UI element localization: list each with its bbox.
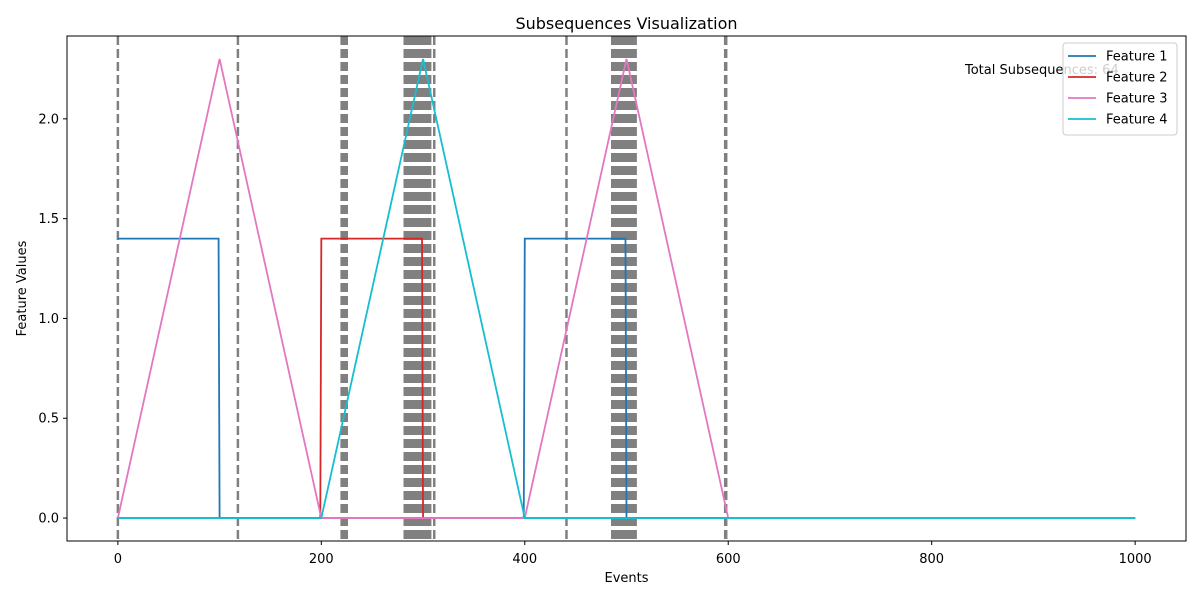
x-tick-label: 200: [309, 552, 334, 567]
x-tick-label: 600: [716, 552, 741, 567]
x-axis: 0 200 400 600 800 1000: [114, 541, 1152, 567]
series-line: [117, 58, 1136, 519]
x-tick-label: 400: [512, 552, 537, 567]
y-axis-label: Feature Values: [15, 240, 30, 336]
x-axis-label: Events: [604, 571, 648, 586]
x-tick-label: 1000: [1119, 552, 1152, 567]
legend-label: Feature 2: [1106, 71, 1168, 86]
legend-label: Feature 4: [1106, 113, 1168, 128]
y-tick-label: 1.0: [38, 312, 59, 327]
legend-label: Feature 3: [1106, 92, 1168, 107]
x-tick-label: 800: [919, 552, 944, 567]
legend-box: [1062, 42, 1178, 136]
plot-frame: [66, 35, 1187, 542]
chart-title: Subsequences Visualization: [515, 14, 737, 33]
y-tick-label: 0.0: [38, 512, 59, 527]
series-line: [117, 237, 1136, 519]
y-tick-label: 1.5: [38, 212, 59, 227]
series-lines: [116, 58, 1136, 519]
y-axis: 0.0 0.5 1.0 1.5 2.0: [38, 112, 67, 527]
legend-label: Feature 1: [1106, 50, 1168, 65]
y-tick-label: 2.0: [38, 112, 59, 127]
x-tick-label: 0: [114, 552, 122, 567]
subsequence-boundaries: [116, 36, 728, 541]
legend: Feature 1 Feature 2 Feature 3 Feature 4: [1062, 42, 1178, 136]
y-tick-label: 0.5: [38, 412, 59, 427]
